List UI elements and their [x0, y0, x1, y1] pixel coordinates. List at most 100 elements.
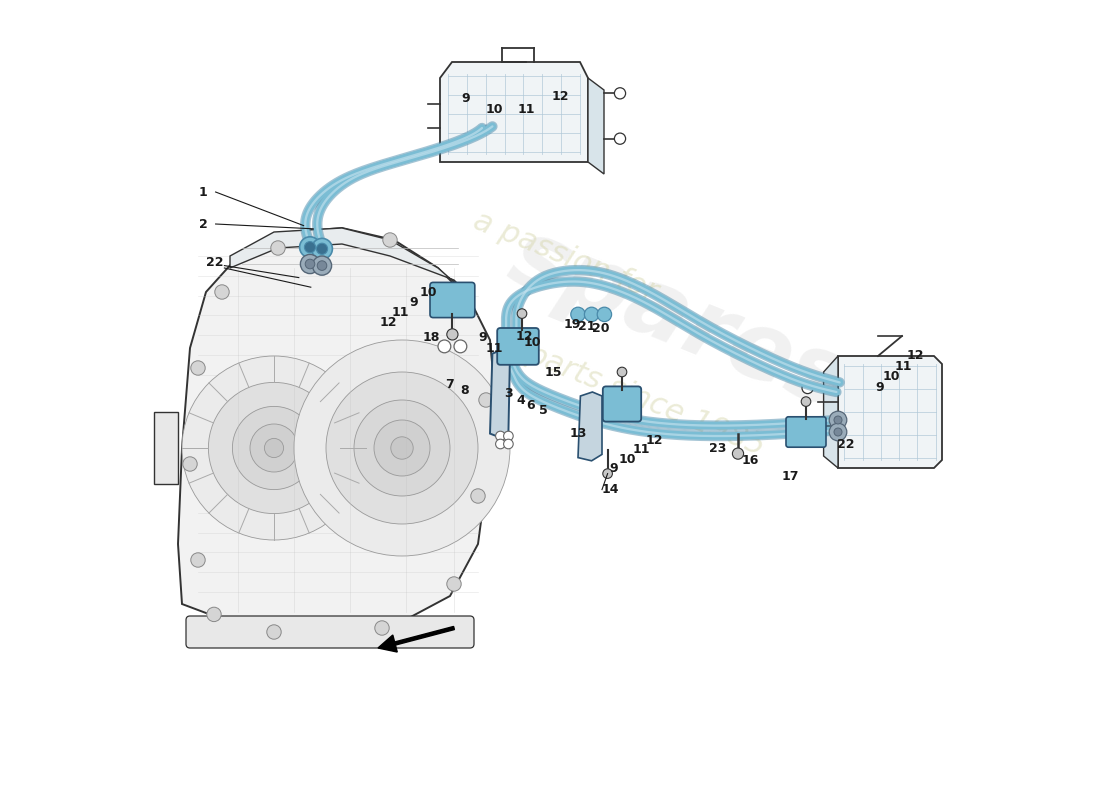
Polygon shape [440, 62, 588, 162]
Circle shape [264, 438, 284, 458]
Text: 5: 5 [539, 404, 548, 417]
Text: 14: 14 [602, 483, 618, 496]
FancyBboxPatch shape [186, 616, 474, 648]
Text: 18: 18 [422, 331, 440, 344]
Circle shape [829, 411, 847, 429]
Text: spares: spares [496, 211, 859, 429]
Text: 7: 7 [446, 378, 454, 390]
Circle shape [496, 431, 505, 441]
Text: 16: 16 [741, 454, 759, 466]
Text: 10: 10 [619, 453, 636, 466]
Text: 12: 12 [551, 90, 569, 102]
Circle shape [182, 356, 366, 540]
Circle shape [617, 367, 627, 377]
Text: a passion for: a passion for [470, 206, 662, 306]
Polygon shape [178, 228, 494, 636]
Text: 9: 9 [409, 296, 418, 309]
Circle shape [232, 406, 316, 490]
Text: 15: 15 [544, 366, 562, 378]
Circle shape [214, 285, 229, 299]
Circle shape [190, 361, 206, 375]
FancyBboxPatch shape [786, 417, 826, 447]
Circle shape [496, 439, 505, 449]
Circle shape [311, 238, 332, 259]
FancyBboxPatch shape [430, 282, 475, 318]
Text: 9: 9 [876, 381, 884, 394]
Polygon shape [588, 78, 604, 174]
Circle shape [802, 430, 813, 442]
Text: 9: 9 [609, 462, 618, 475]
Circle shape [208, 382, 340, 514]
Text: 17: 17 [781, 470, 799, 482]
Circle shape [250, 424, 298, 472]
Text: 9: 9 [478, 331, 487, 344]
Text: 19: 19 [563, 318, 581, 330]
Text: 4: 4 [516, 394, 525, 406]
Circle shape [190, 553, 206, 567]
Text: 8: 8 [460, 384, 469, 397]
Circle shape [603, 469, 613, 478]
Polygon shape [578, 392, 602, 461]
Text: 10: 10 [485, 103, 503, 116]
Circle shape [615, 133, 626, 144]
Text: 21: 21 [579, 320, 595, 333]
Text: 20: 20 [592, 322, 609, 335]
Text: 22: 22 [206, 256, 223, 269]
Circle shape [615, 88, 626, 99]
Polygon shape [154, 412, 178, 484]
Text: 12: 12 [906, 350, 924, 362]
Text: 3: 3 [504, 387, 513, 400]
Circle shape [375, 621, 389, 635]
Polygon shape [824, 356, 838, 468]
Text: 11: 11 [392, 306, 409, 318]
Circle shape [834, 416, 842, 424]
Circle shape [312, 256, 331, 275]
Circle shape [300, 254, 320, 274]
Text: 13: 13 [570, 427, 586, 440]
Circle shape [517, 309, 527, 318]
Circle shape [801, 397, 811, 406]
Circle shape [299, 237, 320, 258]
Circle shape [317, 243, 328, 254]
Polygon shape [838, 356, 942, 468]
Text: 2: 2 [199, 218, 208, 230]
FancyBboxPatch shape [603, 386, 641, 422]
Circle shape [447, 329, 458, 340]
Text: 11: 11 [486, 342, 504, 354]
Circle shape [478, 393, 493, 407]
Circle shape [354, 400, 450, 496]
Text: 6: 6 [527, 399, 535, 412]
Circle shape [374, 420, 430, 476]
Circle shape [438, 340, 451, 353]
Text: 22: 22 [837, 438, 855, 450]
Circle shape [317, 261, 327, 270]
Text: 9: 9 [462, 92, 471, 105]
Circle shape [305, 259, 315, 269]
Text: 23: 23 [710, 442, 727, 454]
Circle shape [597, 307, 612, 322]
Circle shape [571, 307, 585, 322]
Circle shape [326, 372, 478, 524]
Circle shape [733, 448, 744, 459]
Circle shape [267, 625, 282, 639]
Circle shape [183, 457, 197, 471]
Circle shape [271, 241, 285, 255]
Circle shape [459, 297, 473, 311]
Text: 11: 11 [632, 443, 650, 456]
Circle shape [383, 233, 397, 247]
Circle shape [207, 607, 221, 622]
Text: 1: 1 [199, 186, 208, 198]
Circle shape [471, 489, 485, 503]
Circle shape [584, 307, 598, 322]
Circle shape [504, 431, 514, 441]
FancyArrow shape [378, 626, 454, 652]
Text: parts since 1985: parts since 1985 [522, 339, 770, 461]
Text: 10: 10 [883, 370, 900, 383]
Circle shape [305, 242, 316, 253]
Circle shape [294, 340, 510, 556]
Circle shape [834, 428, 842, 436]
Text: 11: 11 [894, 360, 912, 373]
Text: 12: 12 [646, 434, 662, 446]
Text: 11: 11 [517, 103, 535, 116]
Circle shape [447, 577, 461, 591]
